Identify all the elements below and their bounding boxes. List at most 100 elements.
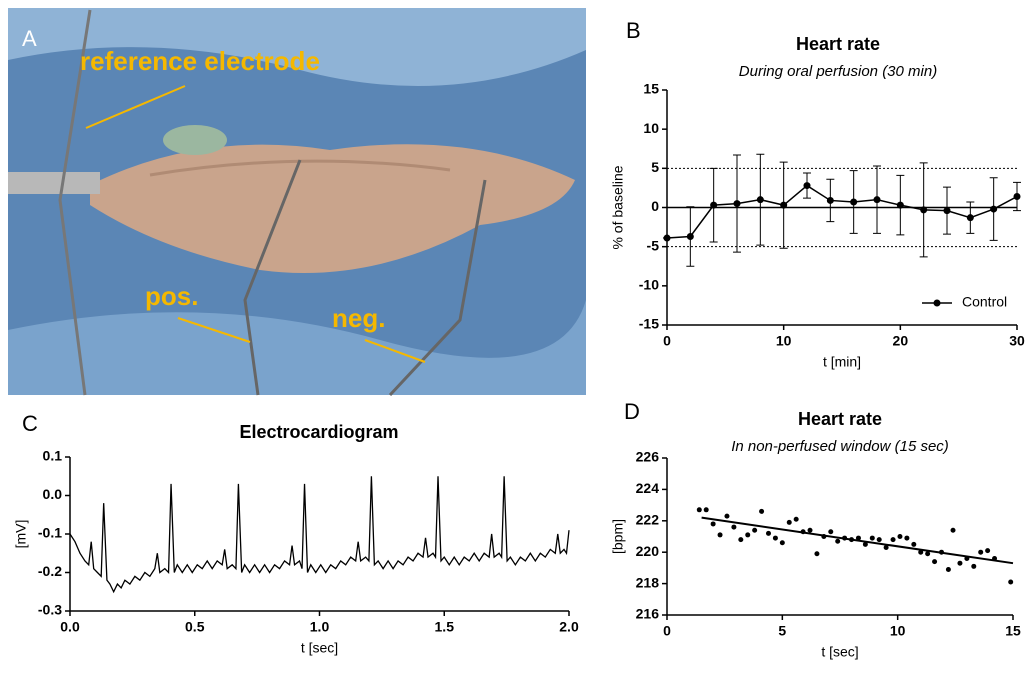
data-point	[876, 537, 882, 543]
data-point	[772, 535, 778, 541]
data-point	[943, 207, 951, 215]
data-point	[828, 529, 834, 535]
data-point	[932, 559, 938, 565]
x-axis-label: t [sec]	[301, 640, 338, 656]
y-tick-label: -15	[639, 316, 659, 332]
data-point	[904, 535, 910, 541]
panel-label: A	[22, 26, 37, 51]
y-tick-label: 0.1	[43, 448, 63, 464]
data-point	[733, 200, 741, 208]
annotation-leader	[177, 317, 251, 343]
photo-fish	[90, 144, 575, 273]
data-point	[883, 544, 889, 550]
data-point	[765, 530, 771, 536]
data-point	[945, 566, 951, 572]
data-point	[826, 196, 834, 204]
x-tick-label: 1.5	[435, 619, 455, 635]
y-tick-label: 0.0	[43, 486, 63, 502]
panel-label: C	[22, 411, 38, 436]
data-point	[786, 519, 792, 525]
annotation-leader	[364, 339, 426, 363]
data-point	[717, 532, 723, 538]
data-point	[752, 527, 758, 533]
data-point	[869, 535, 875, 541]
photo-electrode	[58, 9, 92, 396]
chart-subtitle: During oral perfusion (30 min)	[739, 63, 937, 80]
data-point	[897, 534, 903, 539]
y-tick-label: 15	[643, 81, 659, 97]
x-axis-label: t [sec]	[821, 644, 858, 660]
data-point	[793, 516, 799, 522]
annotation: reference electrode	[80, 46, 320, 76]
x-tick-label: 0.5	[185, 619, 205, 635]
data-point	[896, 201, 904, 209]
data-point	[738, 537, 744, 543]
data-point	[873, 196, 881, 204]
series-line	[666, 184, 1018, 239]
x-tick-label: 20	[893, 333, 909, 349]
y-tick-label: 224	[636, 480, 660, 496]
x-tick-label: 0	[663, 333, 671, 349]
ecg-trace	[69, 476, 570, 594]
data-point	[745, 532, 751, 538]
data-point	[663, 234, 671, 242]
data-point	[686, 232, 694, 240]
data-point	[971, 563, 977, 569]
y-tick-label: 226	[636, 449, 660, 465]
legend-marker	[933, 299, 941, 307]
data-point	[756, 196, 764, 204]
photo-electrode	[388, 179, 487, 397]
data-point	[731, 524, 737, 530]
y-tick-label: 220	[636, 543, 660, 559]
data-point	[862, 541, 868, 547]
data-point	[724, 513, 730, 519]
panel-label: D	[624, 399, 640, 424]
x-tick-label: 30	[1009, 333, 1025, 349]
photo-ice	[8, 300, 586, 395]
y-tick-label: 222	[636, 512, 660, 528]
data-point	[855, 535, 861, 541]
x-tick-label: 5	[778, 623, 786, 639]
regression-line	[701, 516, 1014, 565]
x-tick-label: 0	[663, 623, 671, 639]
panel-label: B	[626, 18, 641, 43]
data-point	[779, 540, 785, 546]
x-tick-label: 0.0	[60, 619, 80, 635]
y-tick-label: 5	[651, 159, 659, 175]
data-point	[780, 201, 788, 209]
legend-label: Control	[962, 294, 1007, 310]
x-tick-label: 1.0	[310, 619, 330, 635]
chart-title: Electrocardiogram	[239, 422, 398, 442]
x-axis-label: t [min]	[823, 354, 861, 370]
data-point	[850, 198, 858, 206]
chart-title: Heart rate	[796, 34, 880, 54]
x-tick-label: 10	[776, 333, 792, 349]
data-point	[814, 551, 820, 557]
y-tick-label: 10	[643, 120, 659, 136]
data-point	[918, 549, 924, 555]
y-axis-label: [mV]	[13, 520, 29, 549]
y-tick-label: -10	[639, 277, 659, 293]
photo-panel: A reference electrode pos. neg.	[8, 8, 586, 397]
y-axis-label: % of baseline	[610, 165, 626, 249]
y-tick-label: 0	[651, 198, 659, 214]
x-tick-label: 15	[1005, 623, 1021, 639]
photo-ice	[8, 8, 586, 86]
data-point	[950, 527, 956, 533]
data-point	[703, 507, 709, 513]
annotation: neg.	[332, 303, 385, 333]
y-tick-label: -0.2	[38, 563, 62, 579]
data-point	[925, 551, 931, 557]
data-point	[985, 548, 991, 554]
data-point	[807, 527, 813, 533]
data-point	[911, 541, 917, 547]
x-tick-label: 10	[890, 623, 906, 639]
data-point	[1013, 193, 1021, 201]
data-point	[920, 206, 928, 214]
photo-tube	[8, 172, 100, 194]
data-point	[957, 560, 963, 566]
data-point	[710, 201, 718, 209]
x-tick-label: 2.0	[559, 619, 579, 635]
y-tick-label: 218	[636, 574, 660, 590]
y-tick-label: -5	[647, 237, 660, 253]
